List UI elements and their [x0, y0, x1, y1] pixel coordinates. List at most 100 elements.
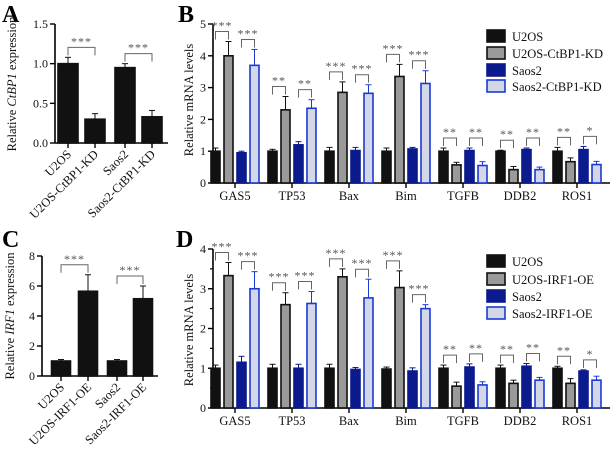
significance-bracket — [412, 60, 426, 69]
x-tick-label: TGFB — [447, 189, 479, 203]
significance-stars: *** — [212, 240, 233, 254]
bar-group-tgfb: ** ** — [438, 125, 488, 184]
significance-bracket — [272, 282, 286, 291]
significance-stars: *** — [128, 41, 149, 55]
significance-bracket — [386, 260, 400, 269]
y-tick-label: 2 — [200, 322, 206, 336]
legend-swatch — [486, 289, 506, 303]
legend-swatch — [486, 272, 506, 286]
significance-stars: *** — [383, 248, 404, 262]
bar-group-bax: *** *** — [324, 246, 374, 409]
legend-label: Saos2-IRF1-OE — [512, 307, 593, 321]
significance-stars: ** — [469, 341, 483, 355]
significance-bracket — [116, 275, 144, 284]
significance-bracket — [241, 261, 255, 270]
y-tick-label: 0.0 — [33, 136, 48, 150]
significance-bracket — [557, 136, 571, 146]
bar — [565, 160, 576, 184]
legend-label: Saos2 — [512, 64, 542, 78]
y-axis-label-part: IRF1 — [3, 309, 17, 336]
y-tick-label: 4 — [29, 309, 35, 323]
panel-label: A — [2, 2, 20, 28]
significance-bracket — [526, 137, 540, 147]
legend-swatch — [486, 254, 506, 268]
y-axis-label-part: CtBP1 — [5, 73, 19, 106]
x-tick-label: Bax — [339, 189, 360, 203]
bar — [451, 164, 462, 184]
bar — [324, 150, 335, 184]
bar-group-tgfb: ** ** — [438, 341, 488, 409]
bar — [350, 149, 361, 184]
legend-label: U2OS-IRF1-OE — [512, 273, 594, 287]
significance-stars: *** — [269, 270, 290, 284]
significance-bracket — [583, 135, 597, 145]
bar — [381, 368, 392, 409]
significance-stars: *** — [352, 62, 373, 76]
significance-bracket — [355, 74, 369, 83]
significance-stars: *** — [212, 18, 233, 32]
bar — [407, 148, 418, 184]
significance-stars: ** — [298, 77, 312, 91]
bar-group-tp53: ** ** — [267, 74, 317, 184]
significance-bracket — [329, 71, 343, 80]
bar — [267, 150, 278, 184]
legend-label: U2OS — [512, 255, 543, 269]
significance-bracket — [386, 53, 400, 63]
bar — [210, 150, 221, 184]
bar — [495, 150, 506, 184]
significance-bracket — [583, 359, 597, 368]
y-tick-label: 4 — [200, 49, 206, 63]
significance-stars: *** — [326, 59, 347, 73]
bar — [267, 367, 278, 409]
x-tick-label: Bax — [339, 414, 360, 428]
bar-group-bim: *** *** — [381, 41, 431, 184]
significance-stars: *** — [71, 34, 92, 48]
bar — [249, 64, 260, 184]
significance-bracket — [443, 354, 457, 364]
bar — [50, 360, 72, 377]
significance-stars: ** — [526, 340, 540, 354]
panel-label: D — [176, 227, 193, 253]
legend: U2OS U2OS-IRF1-OE Saos2 Saos2-IRF1-OE — [486, 254, 594, 321]
bar — [495, 367, 506, 409]
bar — [534, 168, 545, 184]
significance-bracket — [298, 281, 312, 290]
significance-bracket — [412, 294, 426, 303]
bar — [381, 150, 392, 184]
significance-bracket — [469, 353, 483, 362]
bar — [236, 361, 247, 409]
bar — [521, 148, 532, 184]
bar — [249, 287, 260, 409]
significance-stars: ** — [443, 125, 457, 139]
bar — [438, 367, 449, 409]
bar — [438, 150, 449, 184]
bar — [591, 163, 602, 184]
y-tick-label: 0 — [200, 176, 206, 190]
legend-label: Saos2-CtBP1-KD — [512, 80, 602, 94]
x-tick-label: DDB2 — [504, 414, 537, 428]
bar — [293, 144, 304, 184]
significance-stars: *** — [295, 269, 316, 283]
legend-label: U2OS-CtBP1-KD — [512, 47, 603, 61]
bar — [280, 109, 291, 184]
significance-bracket — [557, 355, 571, 365]
bar — [552, 367, 563, 409]
panel-label: B — [178, 2, 194, 28]
y-tick-label: 2 — [200, 112, 206, 126]
bar — [420, 307, 431, 409]
bar — [508, 168, 519, 184]
bar — [420, 82, 431, 184]
legend-swatch — [486, 79, 506, 93]
legend-swatch — [486, 29, 506, 43]
significance-bracket — [272, 86, 286, 95]
x-tick-label: ROS1 — [562, 189, 593, 203]
significance-stars: ** — [500, 127, 514, 141]
significance-stars: ** — [443, 342, 457, 356]
significance-stars: *** — [409, 282, 430, 296]
bar-group-tp53: *** *** — [267, 269, 317, 409]
bar — [306, 302, 317, 409]
bar — [84, 118, 106, 144]
bar — [578, 148, 589, 184]
